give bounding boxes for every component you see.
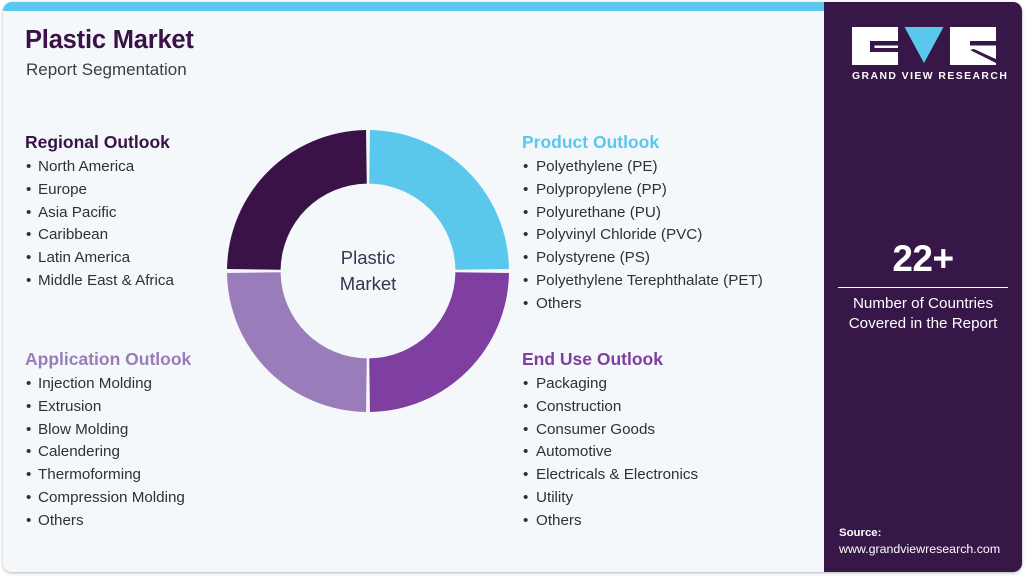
source-label: Source: (839, 527, 882, 539)
grand-view-research-logo: GRAND VIEW RESEARCH (852, 27, 1009, 82)
gvr-logo-mark-icon (852, 27, 996, 65)
product-outlook-list: Polyethylene (PE) Polypropylene (PP) Pol… (522, 156, 763, 316)
application-outlook-heading: Application Outlook (25, 349, 192, 369)
list-item: Compression Molding (25, 487, 191, 510)
list-item: Others (25, 510, 191, 533)
stat-value: 22+ (892, 238, 954, 279)
application-outlook-list: Injection Molding Extrusion Blow Molding… (25, 373, 191, 533)
stat-divider (838, 287, 1008, 288)
report-card: Plastic Market Report Segmentation Regio… (3, 2, 1022, 572)
list-item: Others (522, 293, 763, 316)
top-accent-bar (3, 2, 824, 11)
segment-block-regional: Regional Outlook North America Europe As… (25, 132, 174, 293)
list-item: Automotive (522, 441, 698, 464)
countries-stat: 22+ Number of Countries Covered in the R… (838, 238, 1008, 334)
list-item: Middle East & Africa (25, 270, 174, 293)
main-panel: Plastic Market Report Segmentation Regio… (3, 2, 824, 572)
list-item: Thermoforming (25, 464, 191, 487)
regional-outlook-heading: Regional Outlook (25, 132, 170, 152)
donut-slice[interactable] (369, 272, 509, 412)
list-item: Consumer Goods (522, 419, 698, 442)
list-item: Asia Pacific (25, 202, 174, 225)
page-subtitle: Report Segmentation (26, 60, 187, 79)
list-item: North America (25, 156, 174, 179)
list-item: Polystyrene (PS) (522, 247, 763, 270)
list-item: Polyethylene Terephthalate (PET) (522, 270, 763, 293)
list-item: Electricals & Electronics (522, 464, 698, 487)
donut-slice[interactable] (227, 272, 367, 412)
list-item: Latin America (25, 247, 174, 270)
list-item: Packaging (522, 373, 698, 396)
list-item: Utility (522, 487, 698, 510)
list-item: Europe (25, 179, 174, 202)
list-item: Calendering (25, 441, 191, 464)
list-item: Injection Molding (25, 373, 191, 396)
enduse-outlook-list: Packaging Construction Consumer Goods Au… (522, 373, 698, 533)
list-item: Blow Molding (25, 419, 191, 442)
segmentation-donut-chart: Plastic Market (227, 130, 509, 412)
list-item: Polyurethane (PU) (522, 202, 763, 225)
stat-label-line-2: Covered in the Report (848, 315, 998, 332)
brand-sidebar: GRAND VIEW RESEARCH 22+ Number of Countr… (824, 2, 1022, 572)
list-item: Polypropylene (PP) (522, 179, 763, 202)
source-url[interactable]: www.grandviewresearch.com (839, 542, 1001, 556)
regional-outlook-list: North America Europe Asia Pacific Caribb… (25, 156, 174, 293)
list-item: Polyethylene (PE) (522, 156, 763, 179)
list-item: Others (522, 510, 698, 533)
segment-block-enduse: End Use Outlook Packaging Construction C… (522, 349, 698, 533)
page-title: Plastic Market (25, 26, 194, 54)
stat-label-line-1: Number of Countries (852, 295, 994, 312)
segment-block-application: Application Outlook Injection Molding Ex… (25, 349, 191, 533)
enduse-outlook-heading: End Use Outlook (522, 349, 663, 369)
product-outlook-heading: Product Outlook (522, 132, 660, 152)
segment-block-product: Product Outlook Polyethylene (PE) Polypr… (522, 132, 763, 316)
donut-slice[interactable] (227, 130, 367, 270)
source-attribution: Source: www.grandviewresearch.com (839, 525, 1019, 558)
list-item: Construction (522, 396, 698, 419)
list-item: Polyvinyl Chloride (PVC) (522, 224, 763, 247)
list-item: Caribbean (25, 224, 174, 247)
donut-slice[interactable] (369, 130, 509, 270)
list-item: Extrusion (25, 396, 191, 419)
donut-svg (227, 130, 509, 412)
logo-wordmark: GRAND VIEW RESEARCH (852, 71, 1009, 82)
